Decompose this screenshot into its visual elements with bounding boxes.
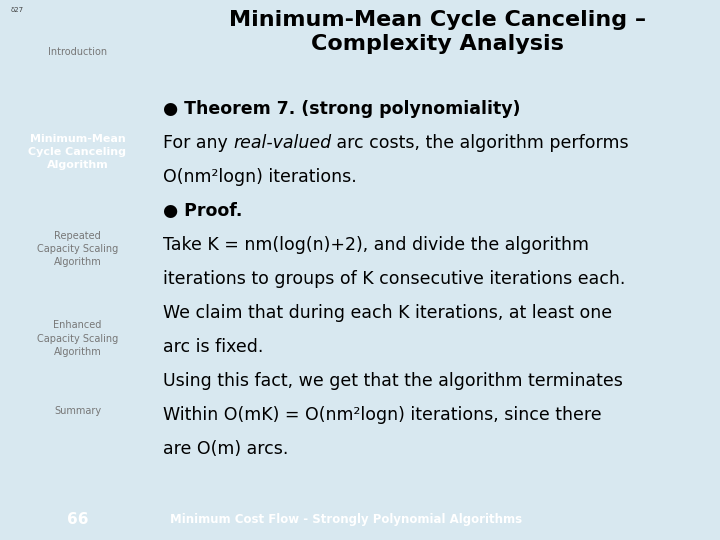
Text: iterations to groups of K consecutive iterations each.: iterations to groups of K consecutive it…: [163, 270, 626, 288]
Text: Using this fact, we get that the algorithm terminates: Using this fact, we get that the algorit…: [163, 372, 623, 390]
Text: Minimum-Mean
Cycle Canceling
Algorithm: Minimum-Mean Cycle Canceling Algorithm: [29, 134, 127, 170]
Text: We claim that during each K iterations, at least one: We claim that during each K iterations, …: [163, 304, 612, 322]
Text: Minimum Cost Flow - Strongly Polynomial Algorithms: Minimum Cost Flow - Strongly Polynomial …: [170, 512, 522, 525]
Text: δ27: δ27: [11, 8, 24, 14]
Text: Summary: Summary: [54, 406, 101, 416]
Text: Minimum-Mean Cycle Canceling –
Complexity Analysis: Minimum-Mean Cycle Canceling – Complexit…: [229, 10, 646, 54]
Text: Enhanced
Capacity Scaling
Algorithm: Enhanced Capacity Scaling Algorithm: [37, 320, 118, 357]
Text: O(nm²logn) iterations.: O(nm²logn) iterations.: [163, 168, 356, 186]
Text: are O(m) arcs.: are O(m) arcs.: [163, 440, 289, 458]
Text: ● Proof.: ● Proof.: [163, 202, 243, 220]
Text: Introduction: Introduction: [48, 48, 107, 57]
Text: Repeated
Capacity Scaling
Algorithm: Repeated Capacity Scaling Algorithm: [37, 231, 118, 267]
Text: ● Theorem 7. (strong polynomiality): ● Theorem 7. (strong polynomiality): [163, 100, 521, 118]
Text: Take K = nm(log(n)+2), and divide the algorithm: Take K = nm(log(n)+2), and divide the al…: [163, 236, 589, 254]
Text: arc costs, the algorithm performs: arc costs, the algorithm performs: [331, 134, 629, 152]
Text: arc is fixed.: arc is fixed.: [163, 338, 264, 356]
Text: Within O(mK) = O(nm²logn) iterations, since there: Within O(mK) = O(nm²logn) iterations, si…: [163, 406, 602, 424]
Text: 66: 66: [67, 511, 89, 526]
Text: real-valued: real-valued: [233, 134, 331, 152]
Text: For any: For any: [163, 134, 233, 152]
